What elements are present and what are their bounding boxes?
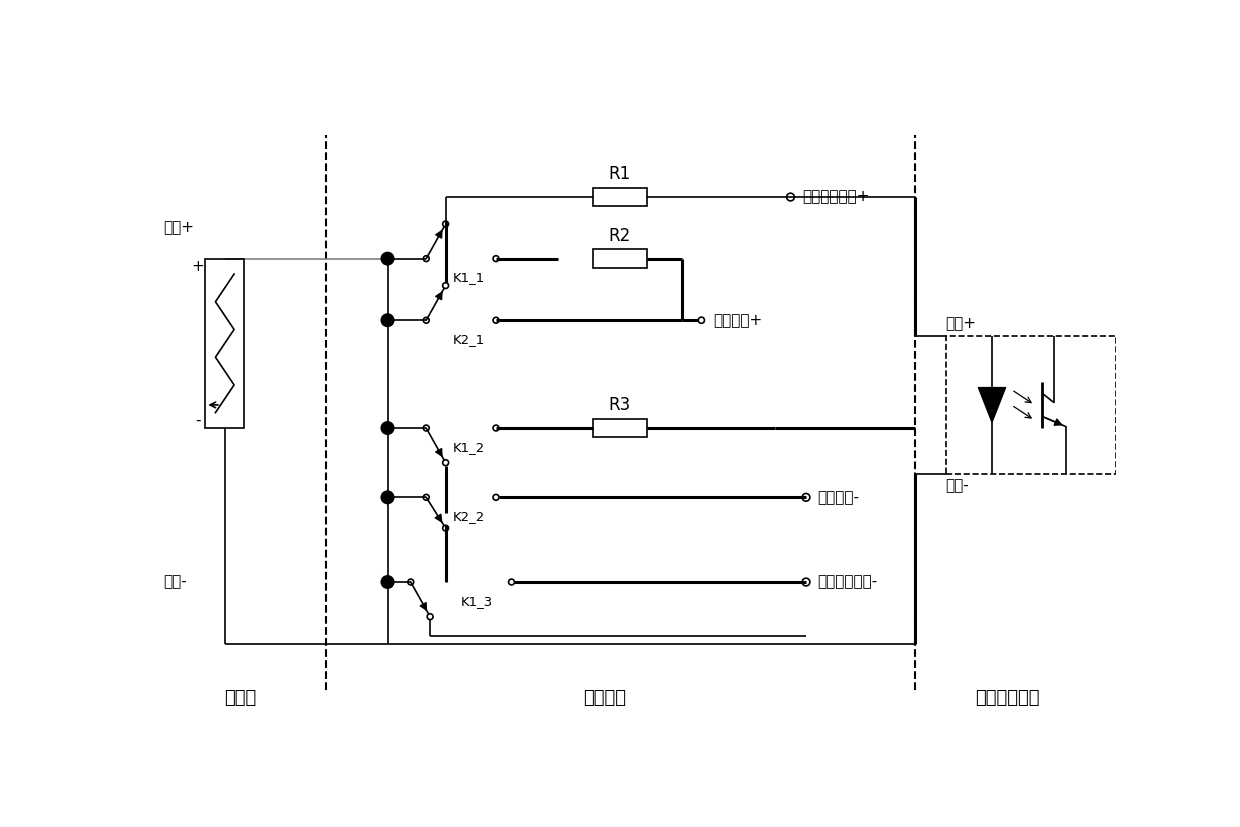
- Circle shape: [381, 314, 394, 327]
- Text: 激活电源-: 激活电源-: [817, 490, 859, 504]
- Text: 控制电路: 控制电路: [583, 689, 626, 706]
- Text: 检测-: 检测-: [945, 478, 970, 493]
- Text: R3: R3: [609, 396, 631, 414]
- Text: -: -: [195, 413, 201, 428]
- Text: K2_1: K2_1: [453, 333, 485, 346]
- Text: +: +: [191, 259, 205, 274]
- Bar: [593, 418, 647, 437]
- Circle shape: [381, 252, 394, 265]
- Text: K1_1: K1_1: [453, 271, 485, 284]
- Circle shape: [381, 491, 394, 504]
- Bar: [945, 336, 1116, 474]
- Circle shape: [381, 576, 394, 588]
- Polygon shape: [978, 388, 1006, 423]
- Bar: [593, 188, 647, 206]
- Bar: [206, 259, 244, 428]
- Text: 火工品: 火工品: [224, 689, 257, 706]
- Text: K2_2: K2_2: [453, 510, 485, 523]
- Text: 激活电源+: 激活电源+: [713, 313, 763, 327]
- Text: 通路检测电源+: 通路检测电源+: [802, 189, 869, 204]
- Text: 电流信号检测: 电流信号检测: [975, 689, 1040, 706]
- Text: R1: R1: [609, 165, 631, 183]
- Text: K1_2: K1_2: [453, 441, 485, 454]
- Text: 控制+: 控制+: [162, 220, 193, 236]
- Text: 检测+: 检测+: [945, 317, 977, 332]
- Bar: [593, 250, 647, 268]
- Text: 通路检测电源-: 通路检测电源-: [817, 575, 878, 590]
- Text: 控制-: 控制-: [162, 575, 186, 590]
- Text: K1_3: K1_3: [460, 595, 492, 608]
- Text: R2: R2: [609, 227, 631, 245]
- Circle shape: [381, 422, 394, 434]
